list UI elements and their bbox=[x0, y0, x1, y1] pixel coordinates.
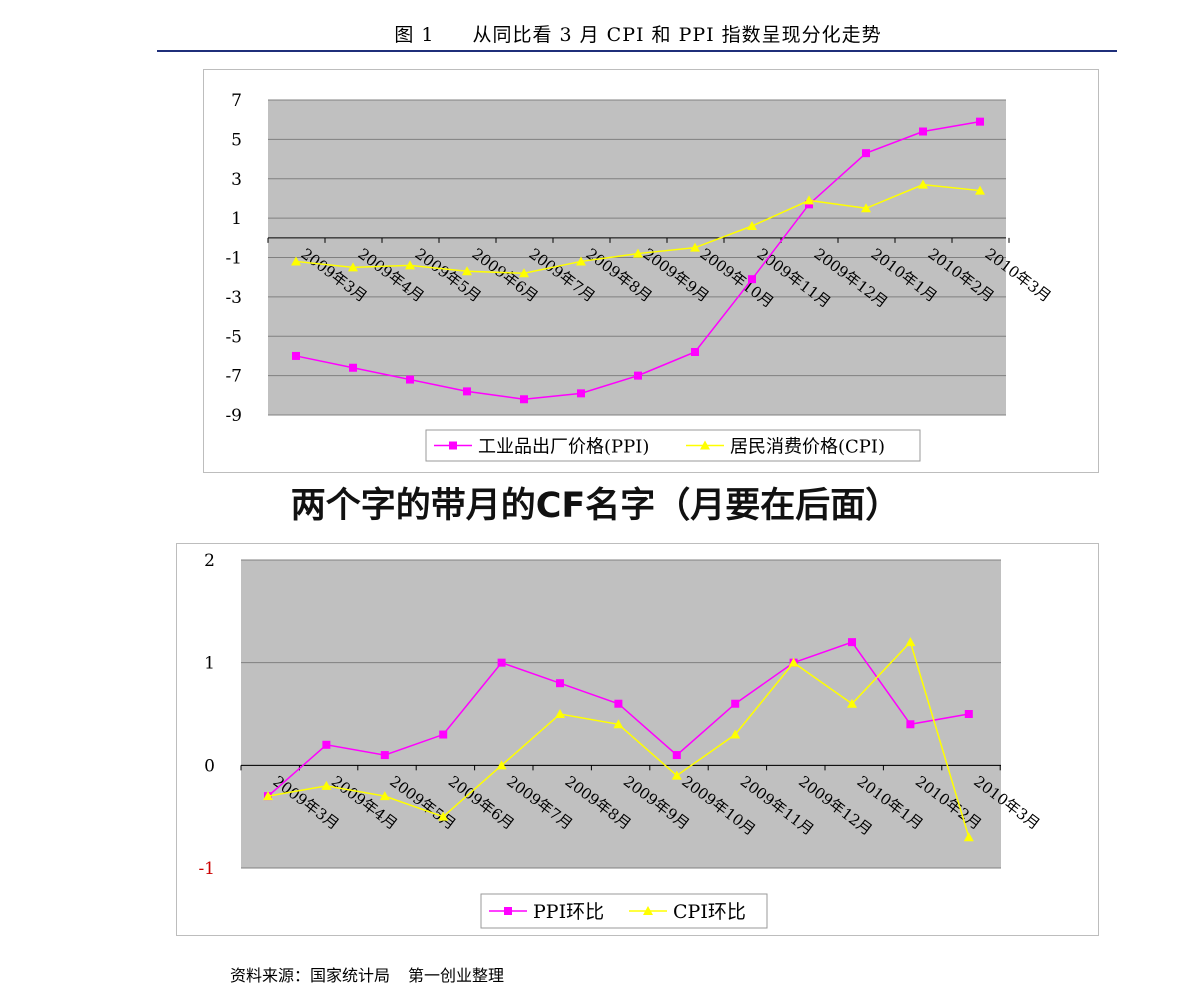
data-point bbox=[847, 698, 857, 708]
y-tick-label: -1 bbox=[198, 859, 215, 879]
y-tick-label: -3 bbox=[225, 288, 242, 308]
data-point bbox=[975, 185, 985, 195]
data-point bbox=[405, 260, 415, 270]
data-point bbox=[519, 268, 529, 278]
data-point bbox=[379, 791, 390, 801]
legend-label: CPI环比 bbox=[673, 901, 746, 923]
data-point bbox=[321, 780, 332, 790]
data-point bbox=[439, 730, 448, 739]
legend-swatch-marker bbox=[504, 907, 512, 915]
figure-title: 图 1 从同比看 3 月 CPI 和 PPI 指数呈现分化走势 bbox=[160, 20, 1116, 47]
figure-number: 图 1 bbox=[394, 24, 435, 46]
data-point bbox=[496, 760, 507, 770]
overlay-title: 两个字的带月的CF名字（月要在后面） bbox=[290, 486, 901, 526]
data-point bbox=[633, 248, 643, 258]
data-point bbox=[788, 657, 799, 667]
data-point bbox=[848, 638, 856, 647]
data-point bbox=[963, 832, 974, 842]
plot-area bbox=[241, 560, 1001, 868]
y-tick-label: 1 bbox=[231, 209, 242, 229]
y-tick-label: 1 bbox=[204, 654, 215, 674]
legend-swatch-marker bbox=[449, 441, 457, 450]
source-note: 资料来源：国家统计局 第一创业整理 bbox=[230, 962, 504, 986]
data-point bbox=[614, 699, 623, 708]
data-point bbox=[576, 256, 586, 266]
data-point bbox=[613, 719, 624, 729]
data-point bbox=[406, 375, 414, 384]
y-tick-label: 5 bbox=[231, 130, 242, 150]
data-point bbox=[497, 658, 506, 667]
data-point bbox=[634, 371, 642, 380]
data-point bbox=[263, 791, 273, 801]
data-point bbox=[291, 256, 301, 266]
y-tick-label: 2 bbox=[204, 551, 215, 571]
figure-title-text: 从同比看 3 月 CPI 和 PPI 指数呈现分化走势 bbox=[472, 24, 882, 46]
data-point bbox=[462, 266, 472, 276]
data-point bbox=[348, 262, 358, 272]
data-point bbox=[671, 770, 682, 780]
data-point bbox=[731, 699, 740, 708]
data-point bbox=[748, 275, 756, 284]
data-point bbox=[730, 729, 741, 739]
data-point bbox=[292, 351, 300, 360]
y-tick-label: -5 bbox=[225, 327, 242, 347]
y-tick-label: 3 bbox=[231, 170, 242, 190]
y-tick-label: 7 bbox=[231, 91, 242, 111]
data-point bbox=[919, 127, 927, 136]
legend-label: PPI环比 bbox=[533, 901, 604, 923]
y-tick-label: -7 bbox=[225, 367, 242, 387]
yoy-chart: 7 5 3 1 -1 -3 -5 -7 -9 2009年3月 2009年4月 2009年5月 2009年… bbox=[203, 69, 1099, 473]
mom-chart: 2 1 0 -1 2009年3月 2009年4月 2009年5月 2009年6月 2009年7月… bbox=[176, 543, 1099, 936]
data-point bbox=[577, 389, 585, 398]
data-point bbox=[862, 149, 870, 158]
data-point bbox=[463, 387, 471, 396]
mom-chart-svg: 210-12009年3月2009年4月2009年5月2009年6月2009年7月… bbox=[198, 551, 1043, 929]
yoy-chart-svg: 7531-1-3-5-7-92009年3月2009年4月2009年5月2009年… bbox=[225, 91, 1054, 462]
data-point bbox=[380, 751, 389, 760]
data-point bbox=[556, 679, 564, 688]
legend-swatch-marker bbox=[700, 440, 710, 450]
y-tick-label: -1 bbox=[225, 249, 242, 269]
data-point bbox=[976, 117, 984, 126]
data-point bbox=[690, 242, 700, 252]
y-tick-label: 0 bbox=[204, 756, 215, 776]
data-point bbox=[349, 363, 357, 372]
data-point bbox=[905, 637, 916, 647]
legend-box bbox=[480, 893, 768, 929]
legend-box bbox=[425, 429, 921, 462]
data-point bbox=[918, 179, 928, 189]
legend-label: 工业品出厂价格(PPI) bbox=[478, 437, 649, 458]
legend-swatch-marker bbox=[643, 906, 653, 915]
data-point bbox=[804, 195, 814, 205]
y-tick-label: -9 bbox=[225, 406, 242, 426]
data-point bbox=[438, 811, 449, 821]
data-point bbox=[691, 348, 699, 356]
source-org: 第一创业整理 bbox=[408, 966, 505, 985]
data-point bbox=[906, 720, 915, 729]
legend-label: 居民消费价格(CPI) bbox=[730, 437, 885, 458]
data-point bbox=[520, 395, 528, 404]
source-label: 资料来源：国家统计局 bbox=[230, 966, 391, 985]
data-point bbox=[555, 709, 565, 718]
data-point bbox=[672, 751, 681, 760]
title-rule bbox=[157, 50, 1117, 52]
data-point bbox=[322, 740, 331, 749]
data-point bbox=[747, 221, 757, 230]
data-point bbox=[964, 710, 973, 718]
data-point bbox=[861, 203, 871, 213]
